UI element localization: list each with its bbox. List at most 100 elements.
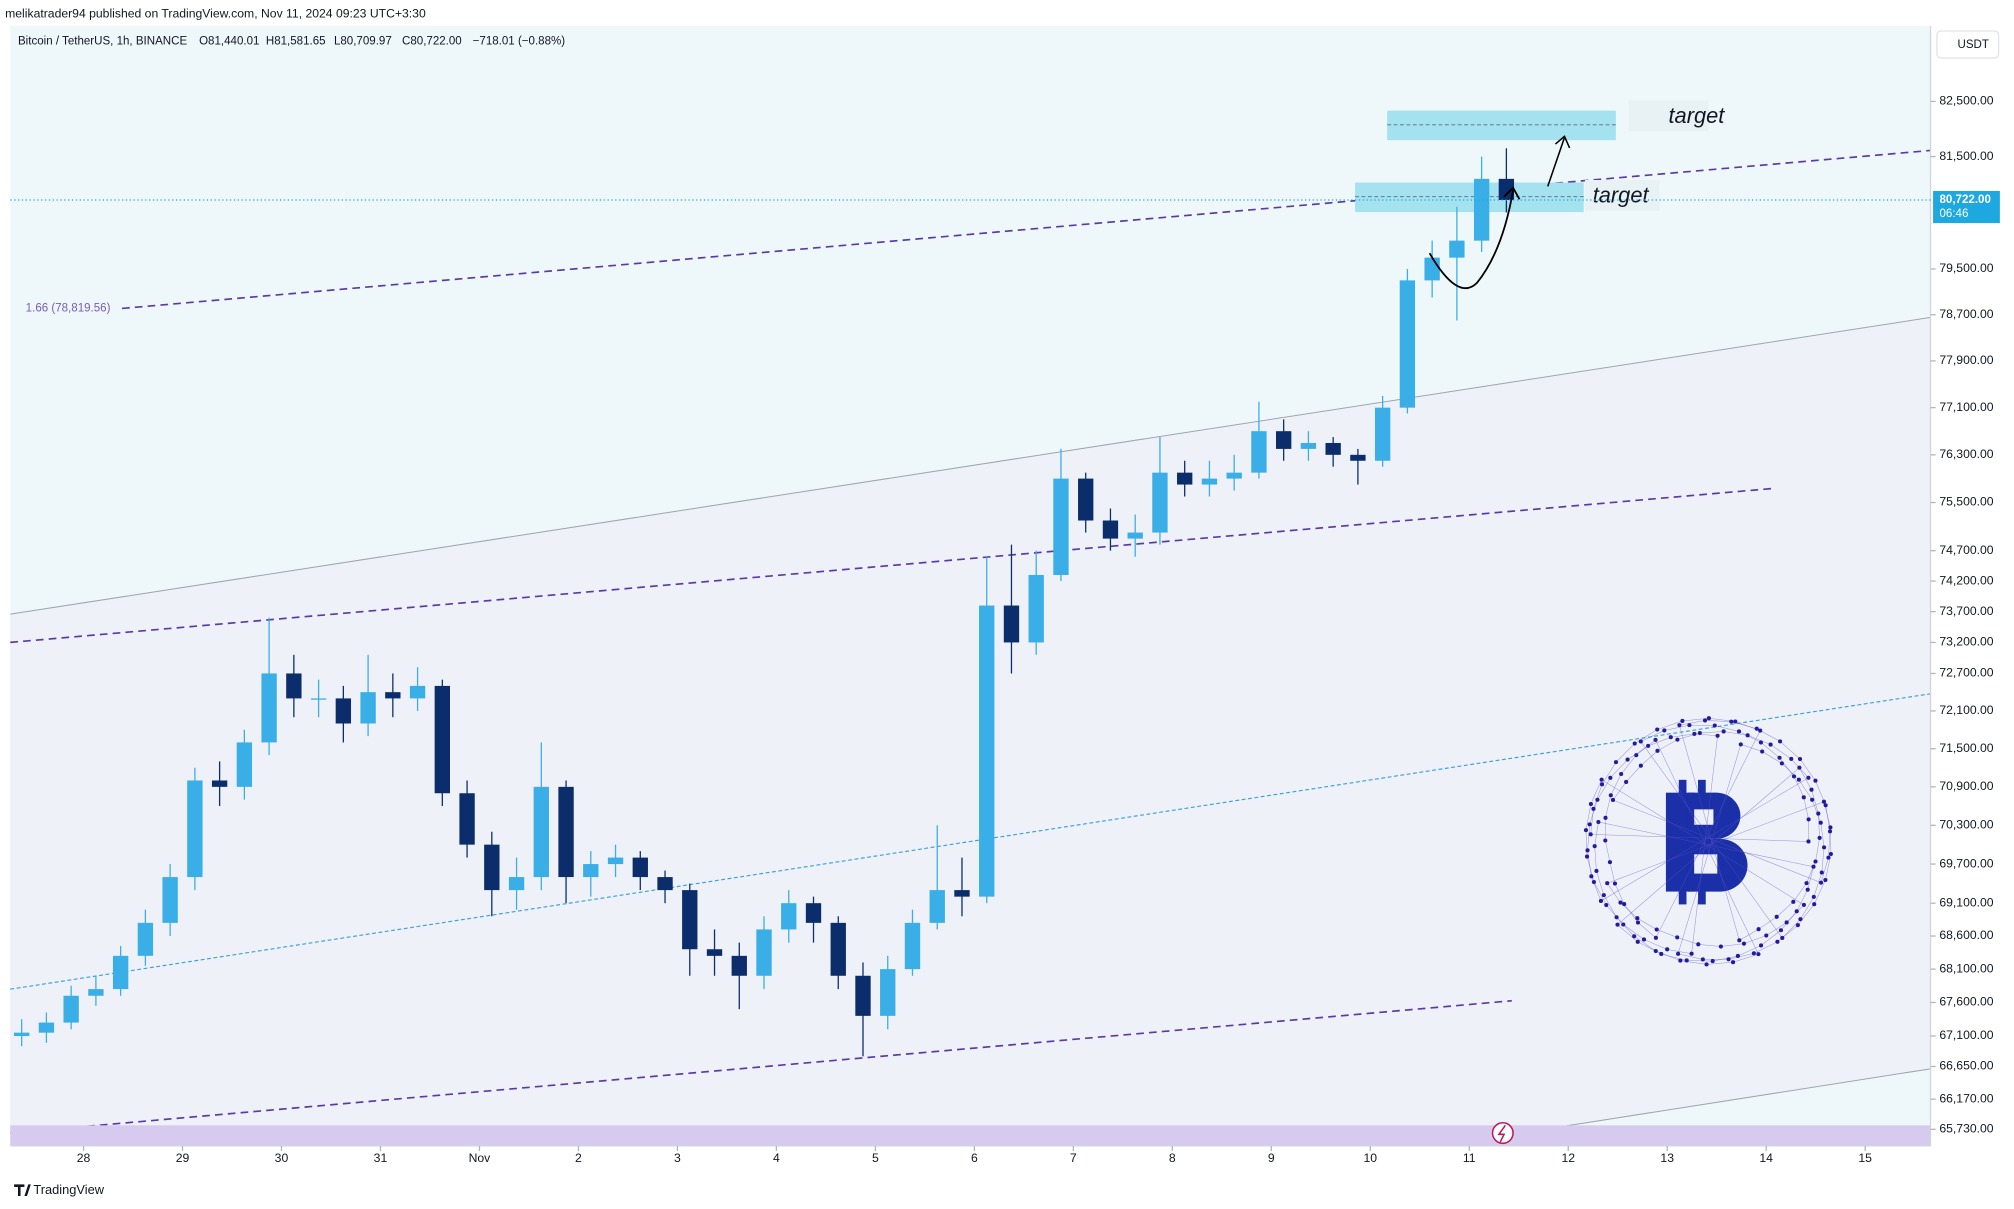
logo-link — [1766, 922, 1787, 936]
logo-node — [1816, 811, 1821, 816]
logo-node — [1625, 757, 1630, 762]
logo-link — [1594, 846, 1597, 871]
x-tick-label: 2 — [575, 1151, 582, 1165]
x-tick-label: 14 — [1759, 1151, 1773, 1165]
candle-body — [583, 864, 599, 878]
bitcoin-logo — [1583, 716, 1833, 967]
candle-body — [979, 605, 995, 897]
logo-link — [1699, 731, 1724, 734]
logo-node — [1801, 795, 1806, 800]
logo-node — [1692, 731, 1697, 736]
logo-node — [1706, 716, 1711, 721]
logo-link — [1585, 803, 1592, 831]
candle-body — [929, 890, 945, 923]
logo-link — [1610, 759, 1628, 779]
y-tick-label: 70,300.00 — [1939, 818, 1993, 832]
logo-link — [1594, 822, 1599, 847]
logo-link — [1760, 930, 1782, 946]
candle-body — [137, 922, 154, 956]
logo-link — [1614, 883, 1625, 905]
logo-node — [1735, 953, 1740, 959]
logo-link — [1770, 744, 1792, 760]
annotation: 1.66 (78,819.56) — [26, 302, 111, 314]
logo-link — [1712, 955, 1738, 962]
logo-node — [1605, 881, 1610, 886]
candle-body — [409, 685, 426, 699]
logo-node — [1764, 933, 1769, 938]
logo-node — [1809, 787, 1814, 792]
logo-link — [1762, 751, 1783, 764]
logo-node — [1684, 958, 1689, 963]
target-zone — [1387, 110, 1616, 141]
logo-node — [1819, 880, 1824, 885]
logo-node — [1758, 728, 1763, 733]
logo-link — [1617, 924, 1638, 943]
logo-node — [1619, 771, 1624, 777]
candle-body — [855, 975, 871, 1016]
candle-body — [1201, 478, 1218, 485]
logo-node — [1583, 828, 1589, 833]
target-label-box — [1584, 179, 1660, 211]
candle-body — [880, 969, 896, 1016]
event-icon[interactable] — [1491, 1122, 1514, 1145]
y-tick-label: 66,650.00 — [1939, 1059, 1993, 1073]
byline: melikatrader94 published on TradingView.… — [5, 7, 426, 21]
logo-link — [1798, 779, 1813, 800]
logo-node — [1779, 761, 1784, 766]
logo-link — [1797, 904, 1815, 926]
logo-link — [1605, 840, 1611, 863]
logo-node — [1736, 729, 1742, 734]
logo-node — [1604, 902, 1609, 908]
candle-body — [706, 949, 723, 956]
logo-node — [1715, 733, 1720, 738]
logo-node — [1758, 943, 1764, 948]
logo-link — [1747, 735, 1771, 745]
ohlc-low: L80,709.97 — [334, 35, 392, 47]
logo-node — [1718, 944, 1723, 949]
ohlc-close: C80,722.00 — [402, 35, 462, 47]
logo-node — [1608, 793, 1613, 798]
logo-node — [1596, 819, 1601, 825]
logo-link — [1815, 837, 1820, 862]
y-tick-label: 66,170.00 — [1939, 1091, 1993, 1105]
y-tick-label: 72,100.00 — [1939, 703, 1993, 717]
logo-node — [1662, 728, 1667, 733]
logo-link — [1587, 850, 1592, 877]
logo-node — [1729, 719, 1734, 724]
logo-link — [1607, 801, 1825, 884]
logo-node — [1828, 851, 1833, 857]
symbol-title: Bitcoin / TetherUS, 1h, BINANCE — [18, 35, 188, 47]
logo-link — [1799, 767, 1812, 790]
logo-link — [1655, 739, 1759, 955]
logo-link — [1656, 929, 1678, 938]
logo-link — [1593, 784, 1603, 809]
logo-node — [1760, 749, 1765, 754]
candle-body — [1275, 431, 1292, 449]
fib-line — [121, 149, 1931, 310]
logo-link — [1691, 735, 1718, 954]
candle-body — [13, 1032, 30, 1037]
logo-node — [1621, 922, 1626, 927]
logo-node — [1697, 730, 1702, 736]
logo-link — [1612, 799, 1822, 883]
x-tick-label: 6 — [971, 1151, 978, 1165]
logo-link — [1590, 808, 1594, 835]
logo-link — [1590, 779, 1602, 805]
channel-line — [10, 316, 1931, 615]
logo-node — [1646, 743, 1651, 748]
logo-node — [1741, 941, 1747, 946]
logo-node — [1585, 848, 1590, 853]
logo-link — [1634, 729, 1658, 744]
logo-link — [1620, 755, 1637, 775]
candle-body — [1003, 605, 1020, 643]
logo-link — [1615, 743, 1635, 763]
logo-node — [1632, 934, 1637, 939]
logo-link — [1723, 731, 1748, 736]
candle-body — [1053, 478, 1069, 575]
logo-link — [1667, 949, 1692, 954]
candle-body — [459, 793, 475, 845]
currency-button[interactable] — [1936, 30, 2000, 59]
y-tick-label: 74,200.00 — [1939, 573, 1993, 587]
logo-link — [1640, 750, 1658, 766]
logo-node — [1778, 739, 1783, 744]
